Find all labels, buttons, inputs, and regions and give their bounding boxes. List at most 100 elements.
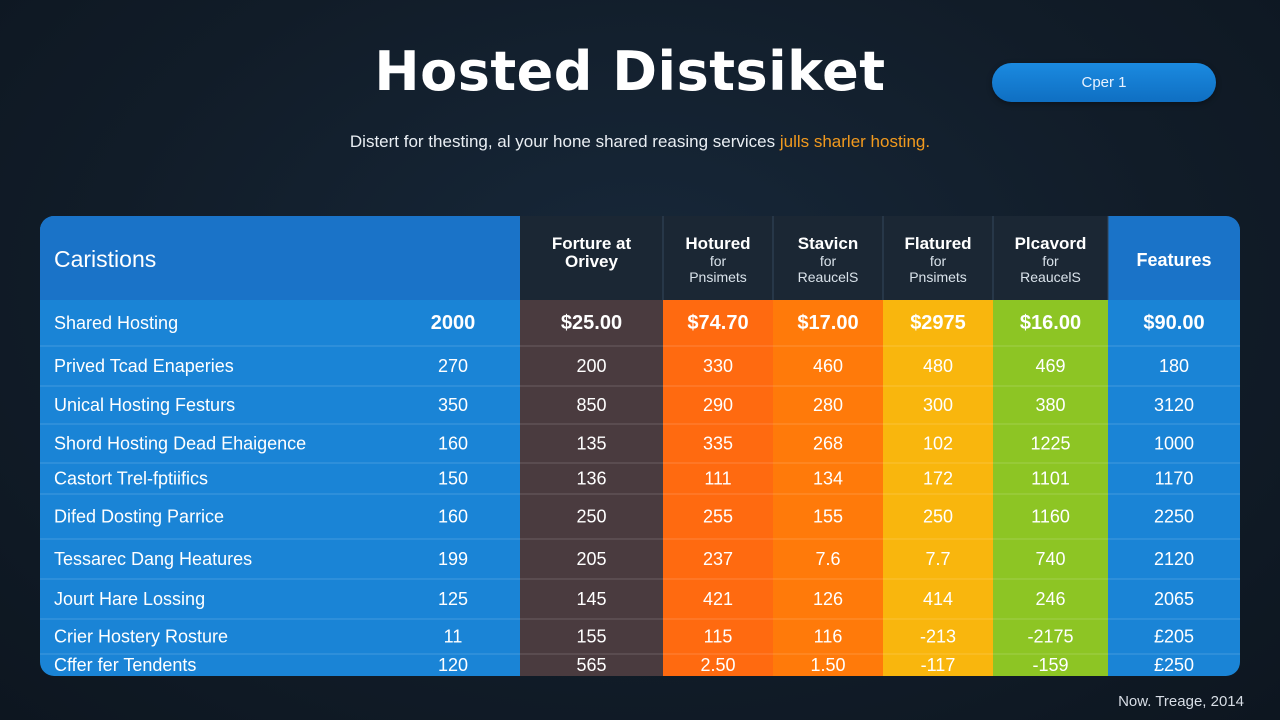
table-cell: 2000 (431, 312, 476, 334)
table-cell: $90.00 (1143, 312, 1204, 334)
column-header-title: Forture at (552, 234, 632, 253)
table-cell: 111 (704, 469, 731, 489)
table-cell: 205 (576, 549, 606, 569)
table-cell: 250 (576, 507, 606, 527)
column-header-subtitle: Pnsimets (689, 269, 747, 285)
column-header-title: Features (1136, 250, 1211, 270)
table-cell: 3120 (1154, 395, 1194, 415)
table-cell: 480 (923, 356, 953, 376)
column-bg (773, 300, 883, 676)
table-cell: 134 (813, 469, 843, 489)
column-bg (1108, 300, 1240, 676)
row-label: Tessarec Dang Heatures (54, 549, 252, 569)
table-cell: 120 (438, 655, 468, 675)
column-header-title: Plcavord (1015, 234, 1087, 253)
table-cell: 155 (576, 627, 606, 647)
column-header-bg (993, 216, 1108, 300)
table-cell: $16.00 (1020, 312, 1081, 334)
table-cell: 115 (704, 627, 733, 647)
table-cell: 255 (703, 507, 733, 527)
table-cell: 2120 (1154, 549, 1194, 569)
table-cell: 160 (438, 507, 468, 527)
column-header-bg (883, 216, 993, 300)
row-label: Crier Hostery Rosture (54, 627, 228, 647)
column-header-subtitle: ReaucelS (798, 269, 859, 285)
table-header-label: Caristions (54, 246, 156, 272)
pricing-table: Caristions Forture at Orivey Hotured for Pnsi… (40, 216, 1240, 676)
table-cell: 180 (1159, 356, 1189, 376)
table-cell: 1225 (1030, 434, 1070, 454)
table-cell: £250 (1154, 655, 1194, 675)
row-label: Jourt Hare Lossing (54, 589, 205, 609)
table-cell: 421 (703, 589, 733, 609)
table-cell: 199 (438, 549, 468, 569)
table-cell: 155 (813, 507, 843, 527)
table-cell: 246 (1035, 589, 1065, 609)
table-cell: 1170 (1155, 469, 1194, 489)
column-header-title: Hotured (685, 234, 750, 253)
table-cell: -117 (921, 655, 956, 675)
table-cell: 160 (438, 434, 468, 454)
column-header-subtitle: Pnsimets (909, 269, 967, 285)
column-header-subtitle: for (1042, 253, 1059, 269)
column-bg (993, 300, 1108, 676)
row-label: Cffer fer Tendents (54, 655, 196, 675)
row-label: Shord Hosting Dead Ehaigence (54, 434, 306, 454)
row-label: Difed Dosting Parrice (54, 507, 224, 527)
row-label: Unical Hosting Festurs (54, 395, 235, 415)
table-cell: 11 (444, 627, 463, 647)
column-header-bg (1108, 216, 1240, 300)
table-cell: 850 (576, 395, 606, 415)
table-cell: £205 (1154, 627, 1194, 647)
column-header-subtitle: ReaucelS (1020, 269, 1081, 285)
page-title: Hosted Distsiket (374, 40, 886, 103)
column-header-subtitle: for (820, 253, 837, 269)
table-cell: $17.00 (797, 312, 858, 334)
table-cell: 290 (703, 395, 733, 415)
table-cell: 116 (814, 627, 843, 647)
table-cell: 136 (576, 469, 606, 489)
table-cell: 200 (576, 356, 606, 376)
column-bg (520, 300, 663, 676)
table-cell: $74.70 (687, 312, 748, 334)
table-cell: 150 (438, 469, 468, 489)
row-label: Castort Trel-fptiifics (54, 469, 208, 489)
column-header-bg (520, 216, 663, 300)
subtitle: Distert for thesting, al your hone share… (0, 132, 1280, 152)
table-cell: 268 (813, 434, 843, 454)
table-cell: 7.7 (925, 549, 950, 569)
table-cell: 380 (1035, 395, 1065, 415)
footer-note: Now. Treage, 2014 (1118, 693, 1244, 710)
table-cell: 300 (923, 395, 953, 415)
table-cell: 7.6 (815, 549, 840, 569)
table-cell: 1000 (1154, 434, 1194, 454)
table-cell: $2975 (910, 312, 966, 334)
table-cell: 335 (703, 434, 733, 454)
row-label: Shared Hosting (54, 313, 178, 333)
table-cell: -213 (920, 627, 956, 647)
table-cell: 145 (576, 589, 606, 609)
column-header-subtitle: for (710, 253, 727, 269)
column-header-title: Flatured (904, 234, 971, 253)
table-cell: 565 (576, 655, 606, 675)
column-header-subtitle: for (930, 253, 947, 269)
page-selector-button[interactable]: Cper 1 (992, 63, 1216, 102)
table-cell: 414 (923, 589, 953, 609)
column-header-bg (663, 216, 773, 300)
table-cell: 2250 (1154, 507, 1194, 527)
table-cell: 102 (923, 434, 953, 454)
table-cell: -2175 (1027, 627, 1073, 647)
table-cell: 2.50 (700, 655, 735, 675)
table-cell: 1101 (1031, 469, 1070, 489)
column-bg (883, 300, 993, 676)
table-cell: 350 (438, 395, 468, 415)
table-cell: 250 (923, 507, 953, 527)
subtitle-highlight: julls sharler hosting. (779, 132, 931, 151)
page-selector-label: Cper 1 (1081, 74, 1127, 91)
table-cell: 740 (1035, 549, 1065, 569)
table-cell: 270 (438, 356, 468, 376)
table-cell: 135 (576, 434, 606, 454)
table-cell: 280 (813, 395, 843, 415)
table-cell: 460 (813, 356, 843, 376)
